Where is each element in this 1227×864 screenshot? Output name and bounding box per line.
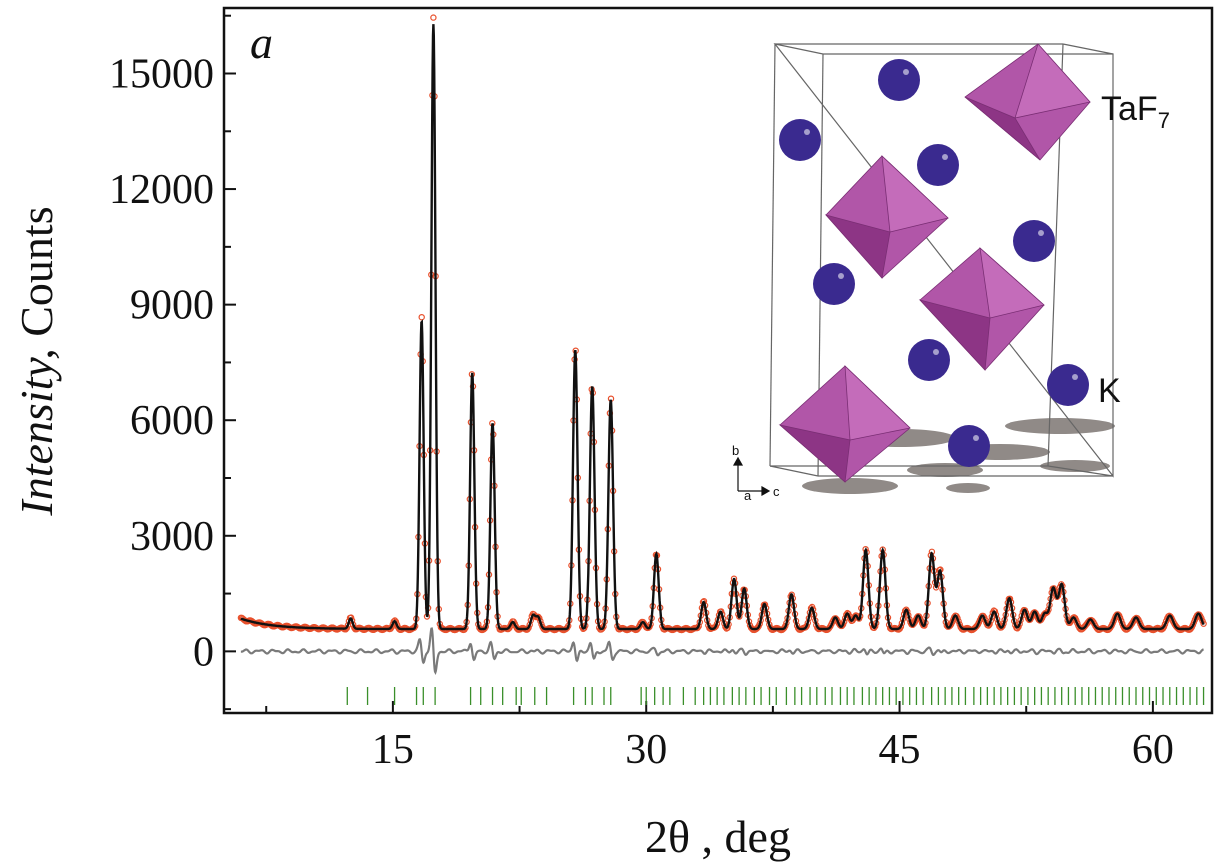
bragg-reflection-markers — [346, 687, 1205, 705]
k-atom — [878, 59, 920, 101]
y-tick-label: 9000 — [130, 283, 214, 329]
atom-highlights — [804, 69, 1078, 441]
x-tick-label: 45 — [879, 727, 921, 773]
x-axis-title: 2θ , deg — [645, 811, 791, 862]
observed-point — [418, 314, 425, 321]
crystal-axes-indicator — [732, 456, 771, 497]
axis-a-label: a — [744, 488, 752, 503]
potassium-atoms — [779, 59, 1089, 467]
k-atom — [908, 339, 950, 381]
k-atom — [1047, 364, 1089, 406]
k-atom — [917, 144, 959, 186]
y-axis-ticks: 0 3000 6000 9000 12000 15000 — [109, 14, 236, 711]
taf7-polyhedra — [778, 43, 1091, 483]
k-atom — [779, 119, 821, 161]
taf7-polyhedron — [918, 246, 1045, 371]
x-tick-label: 15 — [372, 727, 414, 773]
k-label: K — [1098, 372, 1121, 410]
x-axis-ticks: 15 30 45 60 — [265, 701, 1174, 773]
calculated-curve — [240, 24, 1205, 631]
axis-c-label: c — [773, 484, 780, 499]
crystal-structure-inset: TaF7 K b a c — [732, 43, 1170, 503]
plot-frame — [222, 6, 1214, 715]
k-atom — [948, 425, 990, 467]
taf7-polyhedron — [778, 365, 911, 483]
y-tick-label: 12000 — [109, 167, 214, 213]
k-atom — [1013, 220, 1055, 262]
y-axis-title: Intensity, Counts — [11, 206, 62, 516]
y-tick-label: 0 — [193, 629, 214, 675]
difference-curve — [240, 627, 1204, 675]
taf7-polyhedron — [824, 154, 949, 279]
taf7-label: TaF7 — [1101, 90, 1170, 133]
panel-label: a — [250, 17, 273, 68]
y-tick-label: 15000 — [109, 51, 214, 97]
x-tick-label: 60 — [1132, 727, 1174, 773]
observed-point — [430, 14, 437, 21]
taf7-polyhedron — [964, 43, 1091, 161]
y-tick-label: 3000 — [130, 514, 214, 560]
k-atom — [813, 263, 855, 305]
y-tick-label: 6000 — [130, 398, 214, 444]
observed-point — [1200, 620, 1207, 627]
x-tick-label: 30 — [625, 727, 667, 773]
axis-b-label: b — [732, 443, 739, 458]
